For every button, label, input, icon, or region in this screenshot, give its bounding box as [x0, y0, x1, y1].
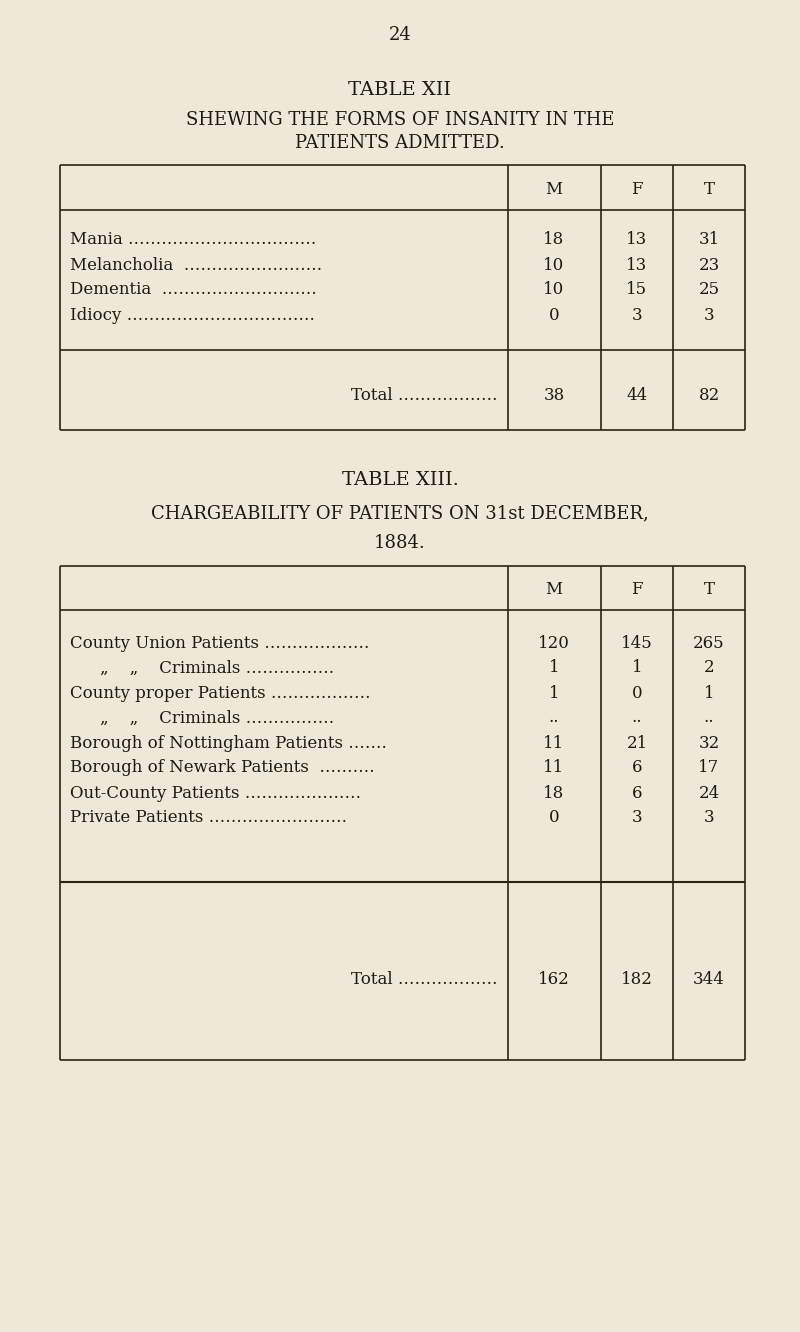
Text: 11: 11 [543, 734, 565, 751]
Text: 13: 13 [626, 257, 648, 273]
Text: 3: 3 [632, 810, 642, 826]
Text: 3: 3 [704, 810, 714, 826]
Text: Out-County Patients …………………: Out-County Patients ………………… [70, 785, 361, 802]
Text: ..: .. [632, 710, 642, 726]
Text: Total ………………: Total ……………… [351, 971, 498, 988]
Text: CHARGEABILITY OF PATIENTS ON 31st DECEMBER,: CHARGEABILITY OF PATIENTS ON 31st DECEMB… [151, 503, 649, 522]
Text: Borough of Newark Patients  ……….: Borough of Newark Patients ………. [70, 759, 374, 777]
Text: 1: 1 [632, 659, 642, 677]
Text: T: T [703, 582, 714, 598]
Text: 18: 18 [543, 785, 565, 802]
Text: 1: 1 [549, 659, 559, 677]
Text: 1: 1 [704, 685, 714, 702]
Text: Idiocy …………………………….: Idiocy ……………………………. [70, 306, 314, 324]
Text: 0: 0 [632, 685, 642, 702]
Text: 24: 24 [389, 27, 411, 44]
Text: F: F [631, 582, 643, 598]
Text: 1: 1 [549, 685, 559, 702]
Text: 13: 13 [626, 232, 648, 249]
Text: 120: 120 [538, 634, 570, 651]
Text: 23: 23 [698, 257, 720, 273]
Text: M: M [546, 181, 562, 198]
Text: 10: 10 [543, 281, 565, 298]
Text: 0: 0 [549, 810, 559, 826]
Text: 38: 38 [543, 386, 565, 404]
Text: 3: 3 [704, 306, 714, 324]
Text: PATIENTS ADMITTED.: PATIENTS ADMITTED. [295, 135, 505, 152]
Text: TABLE XII: TABLE XII [349, 81, 451, 99]
Text: F: F [631, 181, 643, 198]
Text: 265: 265 [693, 634, 725, 651]
Text: County proper Patients ………………: County proper Patients ……………… [70, 685, 370, 702]
Text: 6: 6 [632, 759, 642, 777]
Text: T: T [703, 181, 714, 198]
Text: 1884.: 1884. [374, 534, 426, 551]
Text: County Union Patients ……………….: County Union Patients ………………. [70, 634, 370, 651]
Text: Mania …………………………….: Mania ……………………………. [70, 232, 316, 249]
Text: 6: 6 [632, 785, 642, 802]
Text: „    „    Criminals …………….: „ „ Criminals ……………. [100, 710, 334, 726]
Text: 32: 32 [698, 734, 720, 751]
Text: M: M [546, 582, 562, 598]
Text: 344: 344 [693, 971, 725, 988]
Text: Borough of Nottingham Patients …….: Borough of Nottingham Patients ……. [70, 734, 386, 751]
Text: ..: .. [549, 710, 559, 726]
Text: Private Patients …………………….: Private Patients ……………………. [70, 810, 347, 826]
Text: 31: 31 [698, 232, 720, 249]
Text: 0: 0 [549, 306, 559, 324]
Text: Dementia  ……………………….: Dementia ………………………. [70, 281, 317, 298]
Text: 25: 25 [698, 281, 719, 298]
Text: TABLE XIII.: TABLE XIII. [342, 472, 458, 489]
Text: 15: 15 [626, 281, 647, 298]
Text: 18: 18 [543, 232, 565, 249]
Text: 10: 10 [543, 257, 565, 273]
Text: Melancholia  …………………….: Melancholia ……………………. [70, 257, 322, 273]
Text: 24: 24 [698, 785, 720, 802]
Text: „    „    Criminals …………….: „ „ Criminals ……………. [100, 659, 334, 677]
Text: 2: 2 [704, 659, 714, 677]
Text: 3: 3 [632, 306, 642, 324]
Text: ..: .. [704, 710, 714, 726]
Text: 145: 145 [621, 634, 653, 651]
Text: 21: 21 [626, 734, 648, 751]
Text: SHEWING THE FORMS OF INSANITY IN THE: SHEWING THE FORMS OF INSANITY IN THE [186, 111, 614, 129]
Text: 82: 82 [698, 386, 720, 404]
Text: 162: 162 [538, 971, 570, 988]
Text: 182: 182 [621, 971, 653, 988]
Text: 17: 17 [698, 759, 720, 777]
Text: 44: 44 [626, 386, 648, 404]
Text: Total ………………: Total ……………… [351, 386, 498, 404]
Text: 11: 11 [543, 759, 565, 777]
